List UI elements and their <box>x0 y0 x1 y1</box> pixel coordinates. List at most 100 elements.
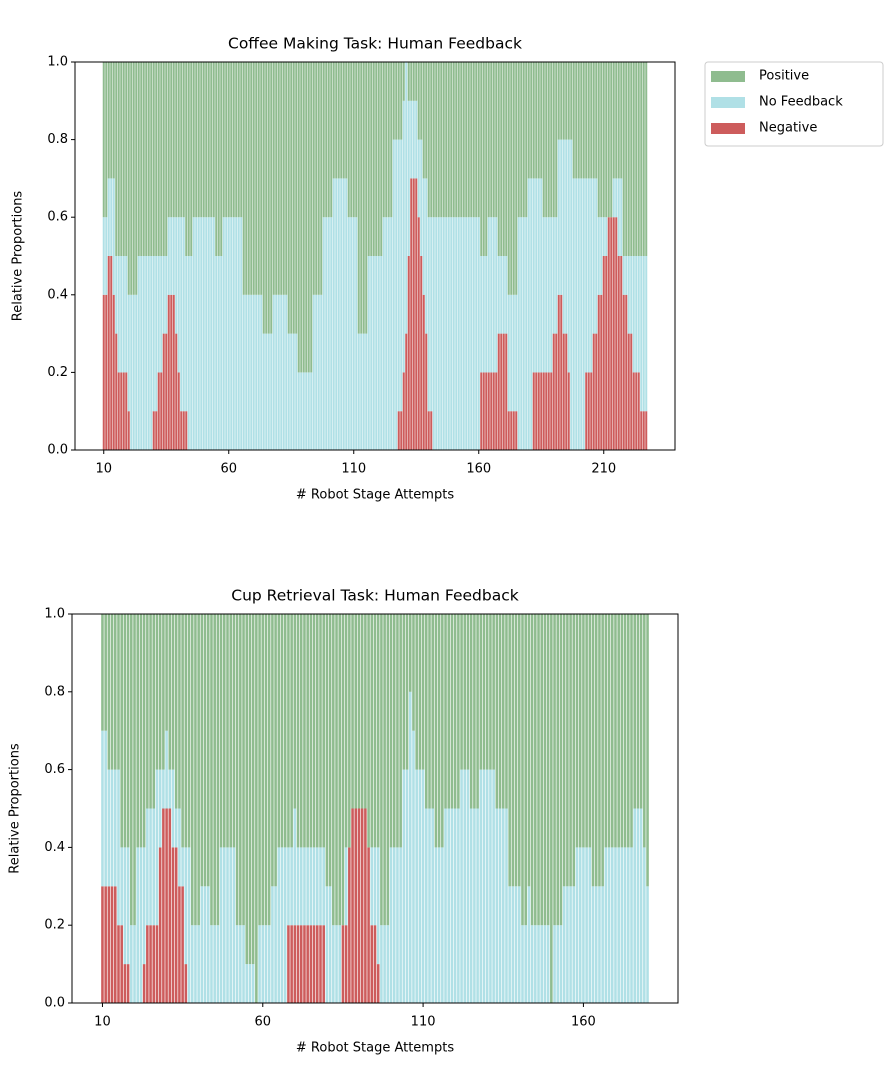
bar-segment <box>290 62 293 334</box>
bar-segment <box>335 62 338 179</box>
bar-segment <box>226 614 229 848</box>
bar-segment <box>610 614 614 848</box>
bar-segment <box>437 217 440 450</box>
bar-segment <box>402 614 406 770</box>
bar-segment <box>277 614 281 848</box>
bar-segment <box>412 730 415 1003</box>
bar-segment <box>555 333 558 450</box>
bar-segment <box>115 333 118 450</box>
bar-segment <box>500 256 503 334</box>
bar-segment <box>114 886 117 1003</box>
bar-segment <box>172 217 175 295</box>
bar-segment <box>637 256 640 373</box>
bar-segment <box>210 925 213 1003</box>
bar-segment <box>392 139 395 450</box>
bar-segment <box>510 62 513 295</box>
bar-segment <box>330 62 333 218</box>
bar-segment <box>562 886 566 1003</box>
bar-segment <box>412 178 415 450</box>
bar-segment <box>592 333 595 450</box>
bar-segment <box>290 333 293 450</box>
bar-segment <box>600 217 603 295</box>
bar-segment <box>485 614 489 770</box>
bar-segment <box>610 62 613 218</box>
x-tick-label: 10 <box>94 1015 111 1030</box>
bar-segment <box>130 62 133 295</box>
bar-segment <box>107 256 110 450</box>
bar-segment <box>165 62 168 256</box>
bar-segment <box>309 925 313 1003</box>
bar-segment <box>540 925 544 1003</box>
bar-segment <box>345 178 348 450</box>
bar-segment <box>635 62 638 256</box>
bar-segment <box>462 62 465 218</box>
bar-segment <box>158 614 162 770</box>
bar-segment <box>142 964 146 1003</box>
bar-segment <box>146 925 149 1003</box>
bar-segment <box>222 217 225 450</box>
bar-segment <box>242 925 245 1003</box>
bar-segment <box>261 925 265 1003</box>
bar-segment <box>114 769 117 887</box>
bar-segment <box>135 294 138 450</box>
bar-segment <box>223 847 226 1003</box>
bar-segment <box>490 217 493 373</box>
bar-segment <box>181 886 184 1003</box>
bar-segment <box>297 62 300 373</box>
bar-segment <box>559 614 563 926</box>
bar-segment <box>427 411 430 450</box>
bar-segment <box>212 217 215 450</box>
bar-segment <box>550 217 553 373</box>
bar-segment <box>167 217 170 295</box>
bar-segment <box>399 614 402 848</box>
bar-segment <box>370 847 374 926</box>
bar-segment <box>140 256 143 450</box>
bar-segment <box>637 62 640 256</box>
bar-segment <box>157 372 160 450</box>
bar-segment <box>524 614 527 926</box>
bar-segment <box>319 614 322 848</box>
bar-segment <box>527 62 530 179</box>
bar-segment <box>612 217 615 450</box>
bar-segment <box>407 100 410 256</box>
bar-segment <box>267 333 270 450</box>
bar-segment <box>367 847 370 1003</box>
bar-segment <box>620 62 623 179</box>
bar-segment <box>455 62 458 218</box>
y-tick-label: 0.8 <box>44 684 65 699</box>
bar-segment <box>620 614 624 848</box>
bar-segment <box>510 411 513 450</box>
bar-segment <box>285 62 288 295</box>
bar-segment <box>229 847 232 1003</box>
bar-segment <box>126 847 130 965</box>
bar-segment <box>585 847 588 1003</box>
bar-segment <box>408 691 412 1003</box>
bar-segment <box>170 62 173 218</box>
bar-segment <box>440 217 443 450</box>
bar-segment <box>473 614 476 809</box>
bar-segment <box>185 256 188 412</box>
bar-segment <box>152 925 156 1003</box>
bar-segment <box>430 217 433 412</box>
bar-segment <box>187 614 191 848</box>
bar-segment <box>175 217 178 334</box>
bar-segment <box>617 178 620 256</box>
bar-segment <box>120 614 123 848</box>
bar-segment <box>604 614 608 848</box>
bar-segment <box>507 411 510 450</box>
bar-segment <box>415 100 418 179</box>
bar-segment <box>328 886 332 1003</box>
bar-segment <box>525 62 528 218</box>
x-tick-label: 110 <box>411 1015 436 1030</box>
bar-segment <box>552 333 555 450</box>
bar-segment <box>632 372 635 450</box>
bar-segment <box>405 769 409 1003</box>
bar-segment <box>575 62 578 179</box>
bar-segment <box>130 925 133 1003</box>
bar-segment <box>272 62 275 295</box>
bar-segment <box>537 62 540 179</box>
bar-segment <box>425 614 428 809</box>
bar-segment <box>627 333 630 450</box>
bar-segment <box>375 256 378 450</box>
bar-segment <box>299 925 303 1003</box>
